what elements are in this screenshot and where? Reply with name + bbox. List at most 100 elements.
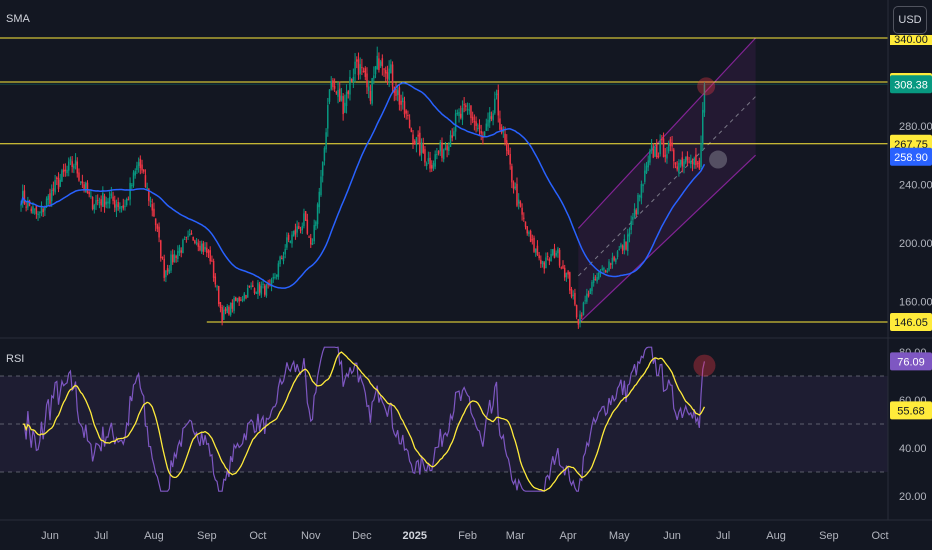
candle-body xyxy=(425,163,428,166)
candle-body xyxy=(667,143,670,152)
candle-body xyxy=(427,158,430,162)
candle-body xyxy=(494,98,496,114)
candle-body xyxy=(679,159,682,165)
level-badge: 340.00 xyxy=(894,34,928,46)
candle-body xyxy=(187,235,189,237)
candle-body xyxy=(214,276,217,285)
candle-body xyxy=(574,292,576,305)
candle-body xyxy=(76,161,79,174)
candle-body xyxy=(642,184,644,186)
candle-body xyxy=(325,132,327,150)
candle-body xyxy=(691,161,694,165)
candle-body xyxy=(405,110,407,114)
candle-body xyxy=(659,140,661,155)
candle-body xyxy=(408,119,411,128)
price-axis[interactable]: 160.00200.00240.00280.00146.05267.75309.… xyxy=(887,0,932,520)
candle-body xyxy=(85,182,87,193)
candle-body xyxy=(611,257,614,265)
candle-body xyxy=(678,163,680,173)
candle-body xyxy=(40,205,43,214)
candle-body xyxy=(386,72,389,79)
candle-body xyxy=(454,113,457,132)
candle-body xyxy=(129,182,131,200)
rsi-line[interactable] xyxy=(22,346,706,492)
candle-body xyxy=(369,90,372,101)
candle-body xyxy=(303,213,305,227)
candle-body xyxy=(390,64,392,74)
candle-body xyxy=(64,169,67,171)
candle-body xyxy=(274,276,276,278)
candle-body xyxy=(313,225,315,242)
candle-body xyxy=(156,225,159,229)
candle-body xyxy=(534,248,537,253)
candle-body xyxy=(345,91,348,106)
candle-body xyxy=(127,199,130,201)
candle-body xyxy=(521,207,523,215)
candle-body xyxy=(524,221,527,227)
candle-body xyxy=(88,192,90,195)
price-tick-label: 280.00 xyxy=(899,121,932,133)
candle-body xyxy=(442,149,445,160)
candle-body xyxy=(627,234,629,252)
time-tick-label: Sep xyxy=(819,530,839,542)
candle-body xyxy=(163,258,165,278)
candle-body xyxy=(281,258,283,260)
sma-line[interactable] xyxy=(20,81,706,289)
candle-body xyxy=(189,234,191,236)
candle-body xyxy=(166,268,169,272)
candle-body xyxy=(62,169,65,173)
candle-body xyxy=(446,145,448,151)
candle-body xyxy=(461,107,464,120)
time-tick-label: Mar xyxy=(506,530,525,542)
candle-body xyxy=(516,183,518,206)
highlight-circle xyxy=(709,150,728,169)
trend-channel-lower[interactable] xyxy=(577,154,756,324)
candle-body xyxy=(151,204,154,211)
last-price-badge: 308.38 xyxy=(894,79,928,91)
candle-body xyxy=(621,245,624,251)
candle-body xyxy=(536,245,539,255)
candle-body xyxy=(199,245,201,251)
candle-body xyxy=(655,144,658,158)
candle-body xyxy=(563,267,566,278)
candle-body xyxy=(233,297,235,311)
candle-body xyxy=(383,68,385,70)
candle-body xyxy=(703,84,706,113)
candle-body xyxy=(308,236,310,238)
candle-body xyxy=(204,246,206,250)
candle-body xyxy=(153,208,155,217)
candle-body xyxy=(434,154,436,167)
candle-body xyxy=(124,205,126,207)
candle-body xyxy=(690,160,692,164)
candle-body xyxy=(114,200,116,208)
candle-body xyxy=(693,157,695,166)
candle-body xyxy=(279,256,281,264)
currency-button[interactable]: USD xyxy=(893,6,927,34)
candle-body xyxy=(98,201,101,204)
candle-body xyxy=(441,142,443,158)
candle-body xyxy=(161,256,164,259)
candle-body xyxy=(160,240,162,259)
trend-channel-upper[interactable] xyxy=(577,37,757,229)
price-tick-label: 240.00 xyxy=(899,179,932,191)
rsi-ma-line[interactable] xyxy=(22,351,706,492)
candle-body xyxy=(356,59,358,62)
candle-body xyxy=(647,160,649,168)
candle-body xyxy=(439,141,442,152)
candle-body xyxy=(37,213,39,216)
candle-body xyxy=(100,199,102,206)
candle-body xyxy=(396,90,399,96)
candle-body xyxy=(555,253,557,256)
candle-body xyxy=(344,102,346,113)
candle-body xyxy=(141,164,143,171)
candle-body xyxy=(219,302,222,308)
candle-body xyxy=(25,206,27,208)
candle-body xyxy=(192,237,194,241)
trend-channel-median[interactable] xyxy=(577,96,756,277)
candle-body xyxy=(400,100,402,105)
candle-body xyxy=(291,234,293,244)
candle-body xyxy=(223,309,225,320)
candle-body xyxy=(609,263,612,265)
candle-body xyxy=(459,113,462,118)
